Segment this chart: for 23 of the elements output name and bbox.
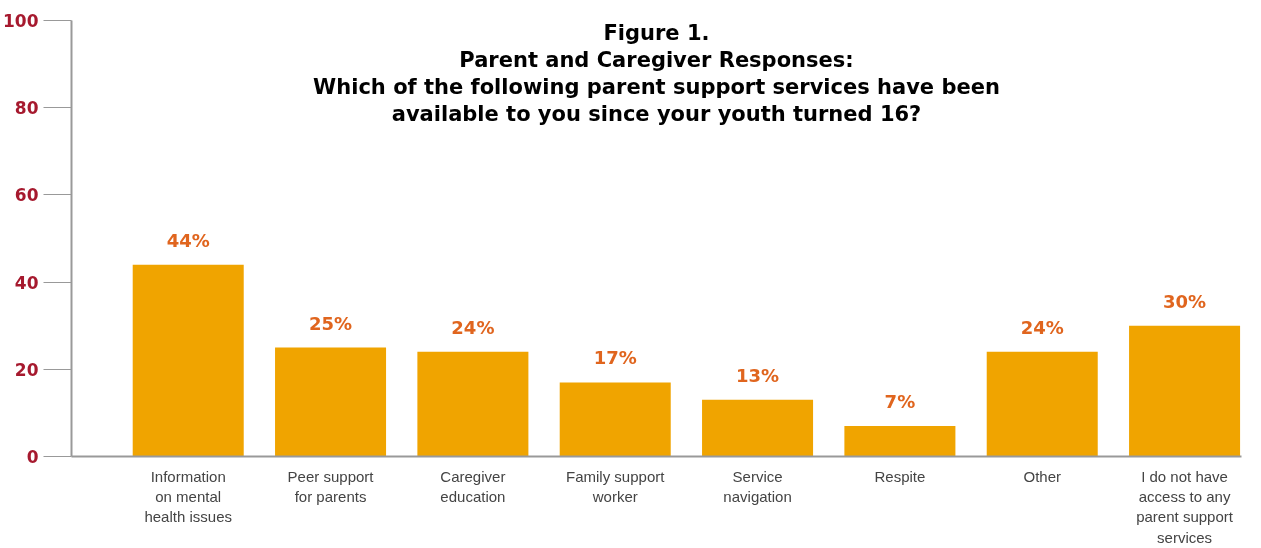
- x-tick-label: Other: [1023, 467, 1061, 485]
- data-label: 44%: [166, 229, 210, 251]
- data-label: 13%: [736, 364, 780, 386]
- y-tick-label: 60: [14, 185, 39, 206]
- data-label: 17%: [593, 347, 637, 369]
- y-tick-label: 0: [26, 447, 39, 467]
- y-tick-label: 40: [14, 272, 39, 293]
- x-tick-label: Information on mental health issues: [144, 467, 232, 526]
- data-label: 25%: [309, 312, 353, 334]
- y-tick-label: 20: [14, 359, 39, 380]
- x-tick-label: Service navigation: [723, 467, 792, 505]
- data-label: 30%: [1163, 290, 1207, 312]
- y-tick-label: 100: [3, 11, 39, 31]
- x-tick-label: Respite: [874, 467, 926, 485]
- text: Figure 1. Parent and Caregiver Responses: Which of the following parent support services have been available to you since your youth turned 16?: [313, 20, 1000, 126]
- x-tick-label: Peer support for parents: [287, 467, 375, 505]
- x-tick-label: Caregiver education: [440, 467, 506, 505]
- data-label: 24%: [451, 316, 495, 338]
- y-tick-label: 80: [14, 98, 39, 119]
- x-tick-label: Family support worker: [566, 467, 666, 505]
- data-label: 7%: [884, 390, 916, 412]
- data-label: 24%: [1020, 316, 1064, 338]
- x-tick-label: I do not have access to any parent support services: [1136, 467, 1234, 546]
